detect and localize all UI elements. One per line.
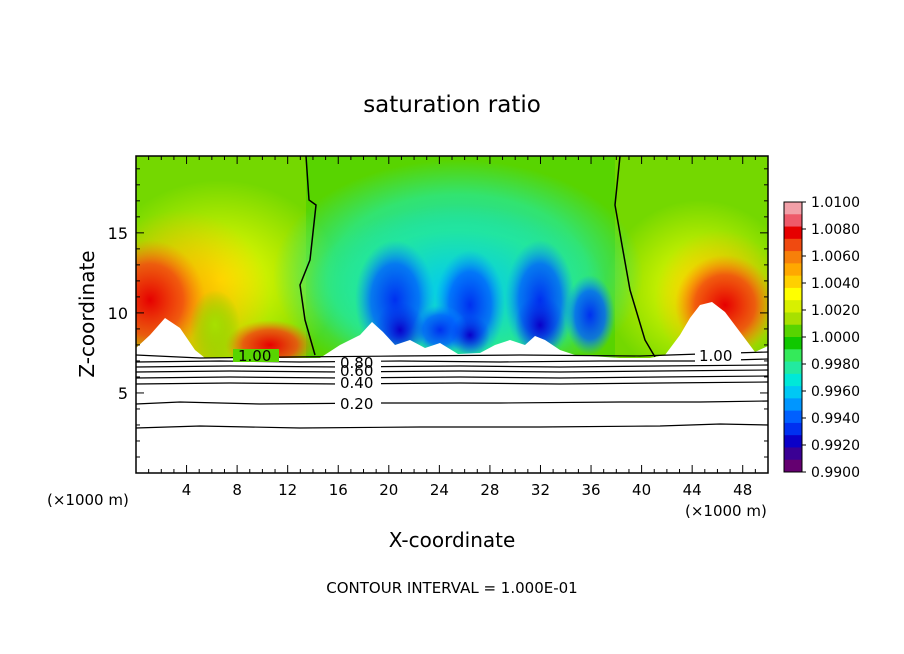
contour-label: 0.40 — [340, 374, 373, 392]
colorbar-swatch — [784, 422, 802, 436]
colorbar-swatch — [784, 459, 802, 473]
x-tick-label: 44 — [683, 481, 702, 499]
colorbar: 1.0100 1.0080 1.0060 1.0040 1.0020 1.0000 0.99… — [783, 195, 860, 481]
colorbar-label: 1.0060 — [811, 249, 860, 265]
colorbar-label: 0.9940 — [811, 411, 860, 427]
y-axis: 5 10 15 — [108, 168, 768, 458]
y-tick-label: 5 — [118, 384, 128, 403]
colorbar-label: 0.9900 — [811, 465, 860, 481]
colorbar-swatch — [784, 337, 802, 350]
colorbar-swatch — [784, 361, 802, 375]
x-tick-label: 40 — [632, 481, 651, 499]
contour-label: 0.20 — [340, 395, 373, 413]
y-tick-label: 15 — [108, 224, 128, 243]
x-tick-label: 36 — [581, 481, 600, 499]
colorbar-swatch — [784, 202, 802, 215]
x-tick-label: 4 — [182, 481, 192, 499]
x-tick-label: 12 — [278, 481, 297, 499]
colorbar-label: 1.0020 — [811, 303, 860, 319]
colorbar-swatch — [784, 312, 802, 326]
x-axis: 4 8 12 16 20 24 28 32 36 40 44 48 — [148, 156, 756, 499]
colorbar-swatch — [784, 300, 802, 313]
x-tick-label: 28 — [480, 481, 499, 499]
colorbar-swatch — [784, 398, 802, 412]
colorbar-label: 0.9920 — [811, 438, 860, 454]
contour-label-group: 1.00 1.00 0.80 0.60 0.40 0.20 — [233, 347, 741, 413]
colorbar-swatch — [784, 373, 802, 387]
colorbar-swatch — [784, 386, 802, 399]
contour-label: 0.80 — [340, 354, 373, 372]
x-tick-label: 8 — [232, 481, 242, 499]
colorbar-label: 0.9980 — [811, 357, 860, 373]
colorbar-swatch — [784, 275, 802, 289]
y-tick-label: 10 — [108, 304, 128, 323]
x-tick-label: 24 — [430, 481, 449, 499]
color-field — [136, 156, 768, 473]
colorbar-swatch — [784, 251, 802, 264]
x-tick-label: 32 — [531, 481, 550, 499]
colorbar-label: 0.9960 — [811, 384, 860, 400]
colorbar-swatch — [784, 349, 802, 363]
contour-interval-footer: CONTOUR INTERVAL = 1.000E-01 — [326, 579, 577, 597]
colorbar-swatch — [784, 287, 802, 301]
x-tick-label: 20 — [379, 481, 398, 499]
chart-title: saturation ratio — [363, 92, 541, 118]
colorbar-swatch — [784, 263, 802, 277]
colorbar-label: 1.0000 — [811, 330, 860, 346]
x-axis-label: X-coordinate — [389, 528, 516, 552]
contour-lines — [135, 351, 769, 429]
colorbar-swatch — [784, 324, 802, 338]
contour-label: 1.00 — [699, 347, 732, 365]
x-tick-label: 48 — [733, 481, 752, 499]
colorbar-swatch — [784, 238, 802, 252]
colorbar-swatch — [784, 410, 802, 424]
contour-label: 0.60 — [340, 362, 373, 380]
colorbar-label: 1.0040 — [811, 276, 860, 292]
contour-label: 1.00 — [238, 347, 271, 365]
y-axis-label: Z-coordinate — [75, 250, 99, 377]
x-tick-label: 16 — [329, 481, 348, 499]
colorbar-swatch — [784, 435, 802, 448]
colorbar-swatch — [784, 226, 802, 240]
colorbar-label: 1.0080 — [811, 222, 860, 238]
x-unit-left: (×1000 m) — [47, 491, 129, 509]
colorbar-swatch — [784, 447, 802, 461]
x-unit-right: (×1000 m) — [685, 502, 767, 520]
colorbar-label: 1.0100 — [811, 195, 860, 211]
colorbar-swatch — [784, 214, 802, 228]
